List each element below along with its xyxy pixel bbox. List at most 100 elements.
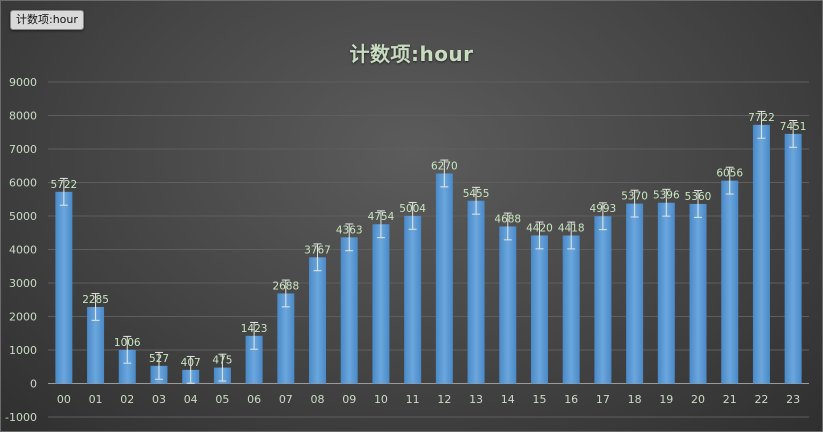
error-bar — [250, 321, 259, 350]
data-label: 5004 — [399, 203, 426, 215]
error-bar — [313, 243, 322, 272]
bar — [467, 200, 485, 384]
error-bar — [662, 188, 671, 217]
x-tick-label: 15 — [532, 393, 546, 406]
data-label: 6056 — [716, 168, 743, 180]
bar — [309, 257, 327, 384]
bar — [689, 203, 707, 384]
bar — [340, 237, 358, 384]
data-label: 1006 — [114, 337, 141, 349]
x-tick-label: 19 — [659, 393, 673, 406]
gridlines — [48, 81, 809, 418]
x-tick-label: 21 — [723, 393, 737, 406]
x-tick-label: 20 — [691, 393, 705, 406]
y-tick-label: -1000 — [5, 411, 37, 424]
bar — [372, 224, 390, 384]
data-label: 4363 — [336, 224, 363, 236]
error-bar — [281, 279, 290, 308]
x-tick-label: 02 — [120, 393, 134, 406]
bar — [118, 349, 136, 384]
y-tick-label: 4000 — [9, 244, 37, 257]
error-bar — [598, 202, 607, 231]
x-tick-label: 03 — [152, 393, 166, 406]
bar — [245, 335, 263, 384]
error-bar — [186, 355, 195, 384]
chart-title: 计数项:hour — [349, 42, 474, 66]
y-tick-label: 0 — [30, 378, 37, 391]
data-label: 4418 — [558, 222, 585, 234]
bar — [784, 133, 802, 384]
x-tick-label: 23 — [786, 393, 800, 406]
x-tick-label: 00 — [57, 393, 71, 406]
bar — [530, 235, 548, 384]
data-label: 2688 — [272, 280, 299, 292]
bar — [435, 173, 453, 384]
y-tick-label: 2000 — [9, 311, 37, 324]
error-bar — [472, 186, 481, 215]
bar — [657, 202, 675, 384]
error-bar — [567, 221, 576, 250]
error-bar — [154, 351, 163, 380]
bar — [752, 124, 770, 384]
error-bar — [503, 212, 512, 241]
data-label: 4688 — [494, 213, 521, 225]
data-label: 7451 — [780, 121, 807, 133]
error-bar — [757, 110, 766, 139]
x-tick-label: 07 — [279, 393, 293, 406]
error-bar — [789, 119, 798, 148]
bar — [626, 203, 644, 384]
data-label: 5370 — [621, 191, 648, 203]
error-bar — [725, 166, 734, 195]
bar — [721, 180, 739, 384]
field-button[interactable]: 计数项:hour — [10, 10, 84, 30]
data-label: 475 — [212, 355, 232, 367]
data-labels: 5722 2285 1006 527 407 475 1423 2688 3767 4363 475… — [50, 112, 806, 369]
bar — [277, 293, 295, 384]
x-axis: 00 01 02 03 04 05 06 07 08 09 10 11 12 13 14 15 16 17 18 19… — [57, 393, 800, 406]
x-tick-label: 11 — [406, 393, 420, 406]
y-tick-label: 3000 — [9, 277, 37, 290]
data-label: 5455 — [463, 188, 490, 200]
data-label: 407 — [181, 357, 201, 369]
error-bar — [440, 159, 449, 188]
x-tick-label: 13 — [469, 393, 483, 406]
error-bar — [408, 201, 417, 230]
y-tick-label: 7000 — [9, 143, 37, 156]
x-tick-label: 18 — [628, 393, 642, 406]
x-tick-label: 05 — [215, 393, 229, 406]
data-label: 5722 — [50, 179, 77, 191]
x-tick-label: 08 — [311, 393, 325, 406]
error-bar — [630, 189, 639, 218]
error-bar — [694, 190, 703, 218]
data-label: 527 — [149, 353, 169, 365]
data-label: 4420 — [526, 222, 553, 234]
error-bar — [345, 223, 354, 252]
error-bar — [59, 177, 68, 206]
y-tick-label: 8000 — [9, 110, 37, 123]
data-label: 3767 — [304, 244, 331, 256]
x-tick-label: 09 — [342, 393, 356, 406]
x-tick-label: 17 — [596, 393, 610, 406]
error-bar — [123, 335, 132, 364]
error-bar — [91, 293, 100, 321]
bar — [562, 235, 580, 384]
x-tick-label: 06 — [247, 393, 261, 406]
error-bar — [535, 221, 544, 250]
x-tick-label: 12 — [437, 393, 451, 406]
error-bars — [59, 110, 798, 384]
x-tick-label: 16 — [564, 393, 578, 406]
data-label: 4993 — [590, 203, 617, 215]
bar — [87, 306, 105, 384]
data-label: 5360 — [685, 191, 712, 203]
x-tick-label: 10 — [374, 393, 388, 406]
y-tick-label: 5000 — [9, 210, 37, 223]
error-bar — [218, 353, 227, 382]
data-label: 7722 — [748, 112, 775, 124]
bar — [499, 226, 517, 384]
y-tick-label: 1000 — [9, 344, 37, 357]
x-tick-label: 14 — [501, 393, 515, 406]
x-tick-label: 22 — [754, 393, 768, 406]
data-label: 2285 — [82, 294, 109, 306]
bar — [594, 216, 612, 384]
